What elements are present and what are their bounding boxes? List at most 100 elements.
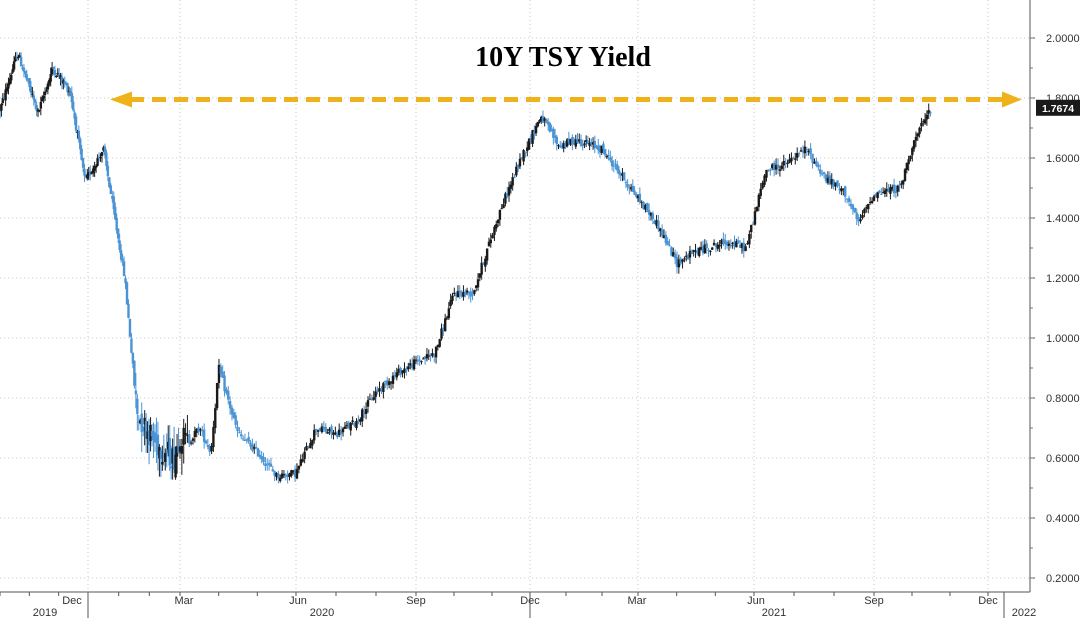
- candle-body: [41, 97, 44, 102]
- candle-body: [600, 145, 603, 153]
- candle-body: [429, 354, 432, 356]
- candle-body: [673, 253, 677, 259]
- candle-body: [855, 212, 858, 220]
- x-month-label-8: Dec: [978, 595, 998, 607]
- candle-body: [105, 152, 108, 166]
- candle-body: [353, 422, 356, 427]
- candle-body: [449, 299, 452, 306]
- candle-body: [813, 161, 816, 164]
- candle-body: [393, 375, 397, 377]
- candle-body: [782, 160, 785, 166]
- candle-body: [638, 193, 642, 203]
- candle-body: [750, 225, 753, 233]
- candle-body: [420, 361, 423, 363]
- candle-body: [507, 187, 511, 196]
- candle-body: [496, 219, 500, 224]
- candle-body: [922, 121, 925, 123]
- candle-body: [245, 439, 249, 441]
- candle-body: [297, 465, 301, 470]
- candle-body: [386, 380, 389, 386]
- candle-body: [121, 258, 124, 261]
- candle-body: [672, 252, 675, 257]
- candle-body: [161, 461, 164, 465]
- candle-body: [540, 116, 543, 121]
- candle-body: [409, 363, 412, 366]
- candle-body: [387, 381, 391, 385]
- y-tick-label-5: 1.0000: [1046, 333, 1080, 345]
- candle-body: [260, 455, 263, 460]
- candle-body: [241, 438, 245, 440]
- candle-body: [484, 258, 487, 267]
- candle-body: [690, 251, 694, 255]
- candle-body: [96, 158, 99, 166]
- candle-body: [694, 250, 697, 252]
- candle-body: [916, 133, 919, 137]
- candle-body: [711, 247, 714, 250]
- candle-body: [894, 191, 898, 194]
- candle-body: [531, 130, 534, 144]
- chart-title: 10Y TSY Yield: [475, 42, 651, 73]
- candle-body: [451, 295, 454, 301]
- candle-body: [73, 112, 76, 119]
- candle-body: [834, 182, 837, 187]
- candle-body: [147, 430, 151, 446]
- candle-body: [206, 445, 210, 447]
- candle-body: [609, 157, 612, 161]
- candle-body: [418, 359, 421, 361]
- candle-body: [50, 67, 54, 75]
- candle-body: [76, 131, 79, 133]
- candle-body: [681, 259, 684, 262]
- candle-body: [769, 170, 772, 172]
- candle-body: [617, 169, 621, 174]
- candle-body: [619, 173, 622, 176]
- candle-body: [427, 355, 430, 357]
- candle-body: [397, 368, 400, 373]
- candle-body: [701, 246, 705, 253]
- candle-body: [836, 180, 839, 187]
- candle-body: [633, 190, 636, 195]
- y-tick-label-2: 1.6000: [1046, 153, 1080, 165]
- candle-body: [811, 153, 814, 163]
- candle-body: [11, 69, 14, 73]
- candle-body: [345, 424, 349, 427]
- candle-body: [778, 169, 782, 171]
- candle-body: [238, 432, 241, 434]
- candle-body: [431, 353, 434, 357]
- candle-body: [338, 429, 341, 435]
- candle-body: [26, 79, 30, 81]
- candle-body: [14, 56, 17, 62]
- candle-body: [786, 163, 789, 165]
- candle-body: [303, 451, 306, 459]
- candle-body: [792, 157, 795, 159]
- candle-body: [651, 213, 655, 220]
- candle-body: [93, 166, 96, 171]
- candle-body: [251, 444, 254, 451]
- candle-body: [247, 437, 250, 442]
- candle-body: [698, 247, 701, 256]
- x-month-label-2: Jun: [289, 595, 307, 607]
- candle-body: [591, 142, 595, 145]
- candle-body: [765, 169, 768, 178]
- candle-body: [914, 136, 918, 141]
- candle-body: [464, 292, 467, 295]
- candle-body: [735, 241, 738, 248]
- candle-body: [688, 250, 692, 258]
- candle-body: [282, 474, 286, 476]
- candle-body: [193, 430, 197, 437]
- candle-body: [347, 422, 350, 429]
- candle-body: [72, 101, 75, 111]
- candle-body: [460, 293, 463, 297]
- candle-body: [881, 192, 885, 194]
- candle-body: [709, 250, 712, 252]
- candle-body: [412, 359, 416, 370]
- candle-body: [314, 429, 318, 431]
- candle-body: [119, 250, 123, 260]
- candle-body: [718, 245, 721, 247]
- candle-body: [53, 69, 57, 76]
- candle-body: [332, 432, 335, 436]
- candle-body: [280, 473, 284, 478]
- candle-body: [458, 290, 461, 294]
- candle-body: [803, 146, 807, 154]
- candle-body: [146, 431, 149, 440]
